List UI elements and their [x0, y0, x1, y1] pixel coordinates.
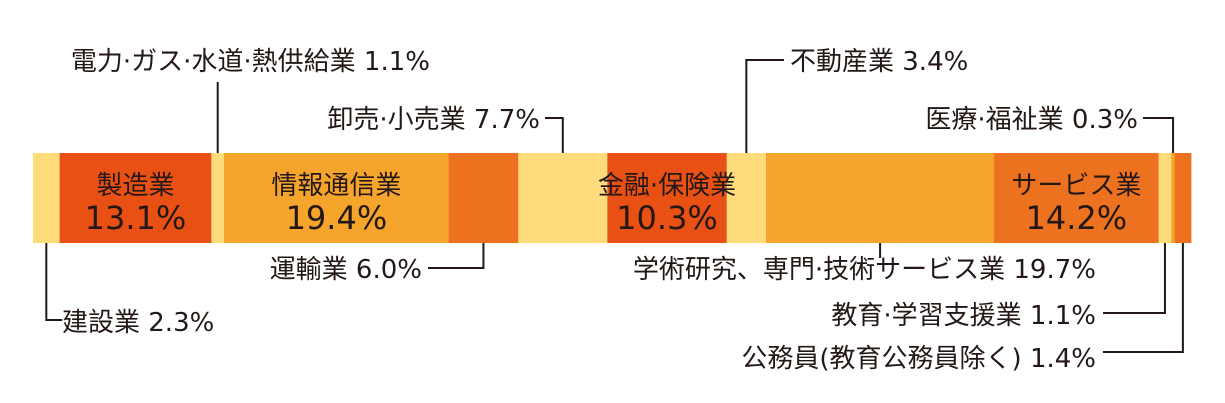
inside-name-segment-6: 金融·保険業: [598, 171, 736, 201]
inside-value-segment-9: 14.2%: [1026, 199, 1128, 237]
bar-segment-5: [518, 153, 608, 243]
bar-segment-1: [59, 153, 212, 243]
leader-segment-5: [545, 117, 564, 153]
leader-segment-0: [45, 243, 63, 321]
leader-segment-12: [1103, 243, 1184, 353]
inside-value-segment-1: 13.1%: [85, 199, 187, 237]
inside-name-segment-1: 製造業: [96, 171, 174, 201]
bar-segment-10: [1158, 153, 1172, 243]
bar-segment-8: [766, 153, 995, 243]
inside-value-segment-3: 19.4%: [286, 199, 388, 237]
inside-name-segment-3: 情報通信業: [271, 171, 401, 201]
inside-value-segment-6: 10.3%: [616, 199, 718, 237]
leader-segment-7: [745, 59, 784, 153]
outside-label-segment-10: 教育·学習支援業 1.1%: [831, 301, 1096, 331]
bar-segment-7: [726, 153, 767, 243]
inside-name-segment-9: サービス業: [1011, 171, 1141, 201]
outside-label-segment-12: 公務員(教育公務員除く) 1.4%: [741, 344, 1096, 374]
outside-label-segment-4: 運輸業 6.0%: [270, 255, 422, 285]
outside-label-segment-0: 建設業 2.3%: [62, 308, 214, 338]
outside-label-segment-5: 卸売·小売業 7.7%: [327, 105, 540, 135]
outside-label-segment-8: 学術研究、専門·技術サービス業 19.7%: [633, 255, 1096, 285]
bar-segment-4: [448, 153, 519, 243]
outside-label-segment-7: 不動産業 3.4%: [790, 47, 968, 77]
bar-segment-3: [224, 153, 450, 243]
bar-segment-2: [211, 153, 225, 243]
outside-label-segment-11: 医療·福祉業 0.3%: [925, 105, 1138, 135]
bar-segment-9: [994, 153, 1159, 243]
leader-segment-4: [428, 243, 485, 269]
bar-segment-12: [1174, 153, 1192, 243]
bar-segments: [33, 153, 1192, 243]
leader-lines: [45, 59, 1184, 353]
leader-segment-10: [1103, 243, 1166, 314]
bar-segment-6: [607, 153, 728, 243]
outside-label-segment-2: 電力·ガス·水道·熱供給業 1.1%: [71, 47, 430, 77]
bar-segment-0: [33, 153, 61, 243]
bar-segment-11: [1171, 153, 1176, 243]
leader-segment-11: [1143, 117, 1175, 153]
